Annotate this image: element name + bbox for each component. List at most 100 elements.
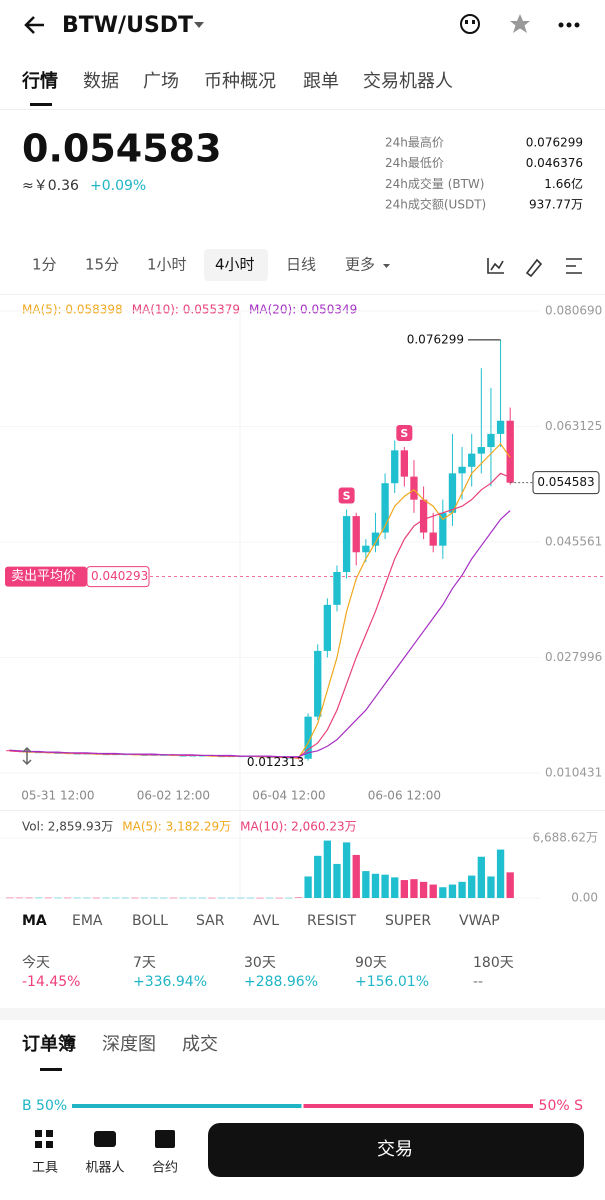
candle-body [314, 650, 322, 717]
volume-bar [150, 897, 158, 899]
indicator-tab[interactable]: AVL [253, 913, 279, 929]
candle-body [458, 466, 466, 474]
ma-legend: MA(20): 0.050349 [249, 303, 357, 317]
tab[interactable]: 广场 [143, 71, 179, 92]
volume-bar [121, 897, 129, 899]
volume-bar [371, 873, 380, 898]
sell-ratio-label: 50% S [539, 1098, 584, 1114]
tab[interactable]: 数据 [83, 71, 119, 92]
x-tick-label: 06-02 12:00 [137, 789, 210, 803]
tab[interactable]: 交易机器人 [363, 71, 453, 92]
x-tick-label: 05-31 12:00 [21, 789, 94, 803]
volume-bar [54, 897, 62, 899]
volume-tick-label: 0.00 [571, 891, 598, 905]
interval[interactable]: 日线 [286, 256, 316, 274]
volume-bar [217, 897, 226, 899]
nav-label[interactable]: 机器人 [85, 1161, 124, 1176]
candle-body [419, 499, 428, 533]
pair-title[interactable]: BTW/USDT [62, 13, 193, 38]
volume-bar [275, 897, 283, 899]
interval[interactable]: 15分 [85, 256, 119, 274]
book-tab[interactable]: 深度图 [102, 1034, 156, 1055]
stat-label: 24h成交量 (BTW) [385, 176, 484, 191]
avg-sell-label: 卖出平均价 [11, 569, 76, 584]
volume-bar [102, 897, 110, 899]
volume-bar [63, 897, 72, 899]
nav-label[interactable]: 工具 [32, 1161, 58, 1176]
stat-label: 24h最低价 [385, 156, 444, 170]
active-interval-bg [204, 249, 268, 281]
volume-bar [304, 876, 312, 898]
avg-sell-value-box [86, 566, 150, 588]
volume-bar [448, 884, 457, 898]
volume-bar [198, 897, 206, 899]
chart-tools[interactable] [487, 258, 582, 278]
tab[interactable]: 币种概况 [204, 71, 276, 92]
stat-value: 1.66亿 [544, 176, 583, 191]
divider [0, 810, 605, 811]
indicator-tab[interactable]: VWAP [459, 913, 500, 929]
y-tick-label: 0.027996 [545, 650, 602, 664]
low-label: 0.012313 [247, 755, 304, 769]
volume-bar [285, 897, 293, 899]
indicator-tab[interactable]: BOLL [132, 913, 168, 929]
x-tick-label: 06-04 12:00 [252, 789, 325, 803]
sell-ratio-bar [303, 1104, 533, 1108]
volume-bar [92, 897, 101, 899]
volume-bar [496, 849, 505, 898]
sell-signal-bg [338, 487, 355, 504]
interval[interactable]: 更多 [345, 256, 375, 274]
pair-caret[interactable] [194, 22, 204, 28]
trade-button-label[interactable]: 交易 [377, 1139, 413, 1160]
interval[interactable]: 4小时 [215, 256, 255, 274]
candle-body [391, 450, 399, 484]
volume-bar [265, 897, 274, 899]
more-icon[interactable] [558, 22, 580, 28]
volume-bar [506, 872, 514, 898]
indicator-tab[interactable]: MA [22, 913, 47, 929]
back-icon[interactable] [24, 16, 44, 34]
y-tick-label: 0.010431 [545, 766, 602, 780]
y-tick-label: 0.063125 [545, 419, 602, 433]
candle-body [477, 447, 485, 454]
tab[interactable]: 行情 [21, 70, 58, 92]
star-icon[interactable] [510, 14, 530, 33]
ai-icon[interactable] [460, 14, 480, 34]
reset-icon[interactable] [22, 746, 32, 766]
nav-icons[interactable] [35, 1130, 175, 1148]
indicator-tab[interactable]: SAR [196, 913, 225, 929]
stat-value: 0.046376 [526, 156, 583, 170]
indicator-tab[interactable]: RESIST [307, 913, 356, 929]
ma-legend: MA(5): 0.058398 [22, 303, 123, 317]
indicator-tab[interactable]: EMA [72, 913, 103, 929]
trade-button[interactable] [208, 1123, 584, 1177]
volume-bar [83, 897, 91, 899]
tab[interactable]: 跟单 [303, 71, 339, 92]
book-tab[interactable]: 订单簿 [22, 1033, 76, 1055]
buy-ratio-label: B 50% [22, 1098, 67, 1114]
cny-price: ≈￥0.36 [22, 178, 79, 194]
volume-bar [400, 880, 408, 898]
ma-line [9, 510, 511, 758]
x-tick-label: 06-06 12:00 [368, 789, 441, 803]
interval[interactable]: 1小时 [147, 256, 187, 274]
volume-bar [419, 881, 428, 898]
volume-bar [487, 876, 495, 898]
volume-bar [169, 897, 178, 899]
volume-bar [381, 874, 389, 898]
y-tick-label: 0.080690 [545, 304, 602, 318]
candle-body [487, 433, 495, 448]
volume-bar [352, 854, 360, 898]
volume-bar [342, 842, 351, 898]
volume-bar [73, 897, 81, 899]
sell-signal-bg [396, 425, 413, 442]
volume-bar [429, 884, 437, 898]
book-tab[interactable]: 成交 [182, 1034, 218, 1055]
interval[interactable]: 1分 [32, 256, 57, 274]
indicator-tab[interactable]: SUPER [385, 913, 431, 929]
section-gap [0, 1008, 605, 1020]
nav-label[interactable]: 合约 [152, 1161, 178, 1176]
divider [0, 109, 605, 110]
